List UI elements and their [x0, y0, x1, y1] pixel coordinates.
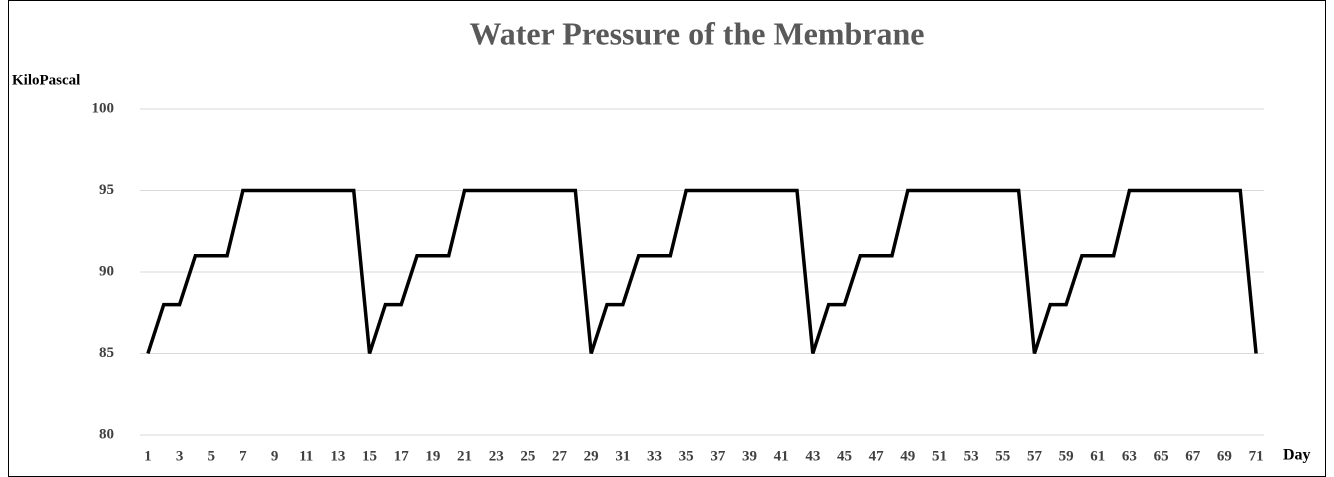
x-tick-label: 17	[394, 448, 410, 464]
y-tick-label: 80	[99, 426, 114, 442]
x-tick-label: 43	[805, 448, 820, 464]
y-tick-label: 85	[99, 345, 114, 361]
x-tick-label: 65	[1154, 448, 1169, 464]
x-tick-label: 41	[774, 448, 789, 464]
x-tick-label: 23	[489, 448, 504, 464]
x-tick-label: 45	[837, 448, 852, 464]
x-tick-label: 67	[1185, 448, 1201, 464]
x-tick-label: 3	[176, 448, 184, 464]
data-line	[146, 188, 1258, 355]
x-tick-label: 71	[1249, 448, 1264, 464]
x-tick-label: 33	[647, 448, 662, 464]
x-tick-label: 39	[742, 448, 757, 464]
x-tick-label: 15	[362, 448, 377, 464]
chart-title: Water Pressure of the Membrane	[470, 15, 925, 51]
x-tick-label: 63	[1122, 448, 1137, 464]
x-tick-label: 61	[1090, 448, 1105, 464]
x-tick-label: 49	[900, 448, 915, 464]
x-tick-label: 25	[520, 448, 535, 464]
x-tick-label: 13	[330, 448, 345, 464]
x-tick-label: 37	[710, 448, 726, 464]
x-tick-label: 57	[1027, 448, 1043, 464]
x-tick-label: 47	[869, 448, 885, 464]
x-tick-label: 51	[932, 448, 947, 464]
x-tick-label: 35	[679, 448, 694, 464]
y-tick-label: 100	[92, 100, 115, 116]
x-tick-label: 7	[239, 448, 247, 464]
x-tick-label: 21	[457, 448, 472, 464]
chart-border	[8, 0, 1326, 477]
x-tick-label: 29	[584, 448, 599, 464]
x-tick-label: 31	[615, 448, 630, 464]
y-tick-label: 95	[99, 182, 114, 198]
y-tick-label: 90	[99, 263, 114, 279]
x-tick-label: 69	[1217, 448, 1232, 464]
x-tick-label: 1	[144, 448, 152, 464]
x-tick-label: 27	[552, 448, 568, 464]
x-tick-label: 59	[1059, 448, 1074, 464]
x-tick-label: 5	[207, 448, 215, 464]
x-tick-label: 19	[425, 448, 440, 464]
x-tick-label: 9	[271, 448, 279, 464]
x-tick-label: 53	[964, 448, 979, 464]
y-axis-label: KiloPascal	[12, 72, 80, 88]
x-tick-label: 11	[299, 448, 313, 464]
x-axis-label: Day	[1283, 447, 1311, 464]
x-tick-label: 55	[995, 448, 1010, 464]
